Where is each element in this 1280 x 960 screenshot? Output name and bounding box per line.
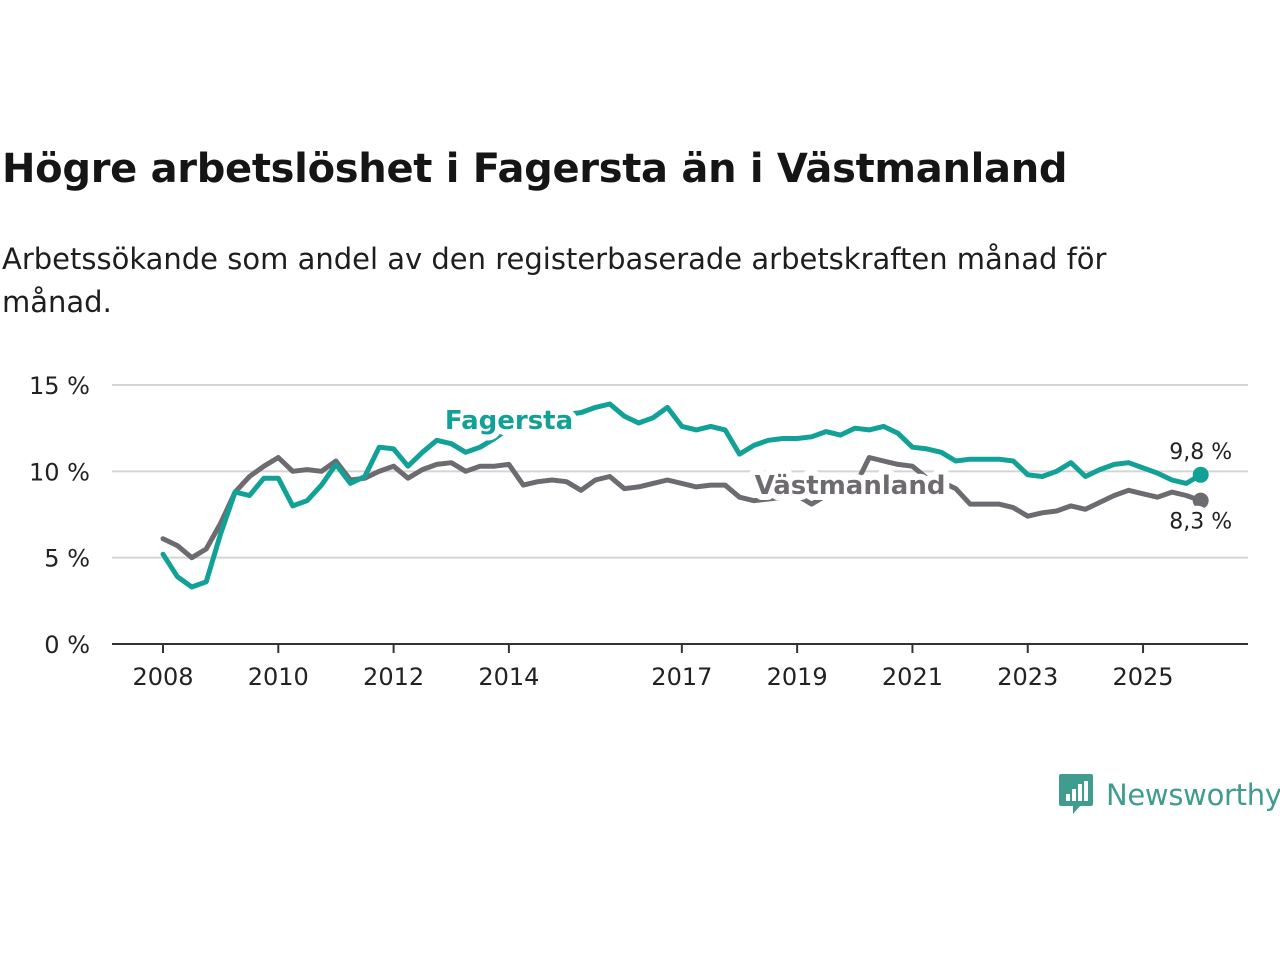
series-label-vastmanland: Västmanland [755,471,946,501]
y-axis-ticks: 0 % 5 % 10 % 15 % [29,372,90,659]
y-tick-label: 0 % [44,631,90,659]
x-tick-label: 2023 [997,663,1058,691]
chart-title: Högre arbetslöshet i Fagersta än i Västm… [2,146,1068,192]
end-point-vastmanland [1192,492,1209,509]
line-chart: 0 %5 %10 %15 % 2008 2010 2012 2014 2017 2019 2… [29,372,1248,691]
y-tick-label: 15 % [29,372,90,400]
x-tick-label: 2014 [478,663,539,691]
end-label-fagersta: 9,8 % [1169,440,1232,465]
x-tick-label: 2021 [882,663,943,691]
series-label-fagersta-halo: Fagersta [445,406,573,436]
x-tick-label: 2012 [363,663,424,691]
newsworthy-logo-icon [1059,774,1093,814]
series-lines [160,401,1209,590]
series-line-fagersta [160,401,1204,590]
x-tick-label: 2025 [1113,663,1174,691]
x-axis: 2008 2010 2012 2014 2017 2019 2021 2023 2025 [112,643,1248,691]
x-tick-label: 2010 [248,663,309,691]
end-label-vastmanland-halo: 8,3 % [1169,510,1232,535]
series-label-vastmanland-halo: Västmanland [755,471,946,501]
brand-name: Newsworthy [1106,778,1280,812]
x-tick-label: 2017 [651,663,712,691]
chart-subtitle: Arbetssökande som andel av den registerb… [2,242,1107,319]
x-tick-label: 2008 [132,663,193,691]
y-tick-label: 10 % [29,458,90,486]
series-line-vastmanland [160,455,1204,561]
y-tick-label: 5 % [44,545,90,573]
end-label-vastmanland: 8,3 % [1169,510,1232,535]
end-label-fagersta-halo: 9,8 % [1169,440,1232,465]
series-labels: FagerstaFagerstaVästmanlandVästmanland9,… [439,400,1238,541]
newsworthy-logo[interactable]: Newsworthy [1058,772,1280,818]
x-tick-label: 2019 [767,663,828,691]
end-point-fagersta [1192,466,1209,483]
series-label-fagersta: Fagersta [445,406,573,436]
